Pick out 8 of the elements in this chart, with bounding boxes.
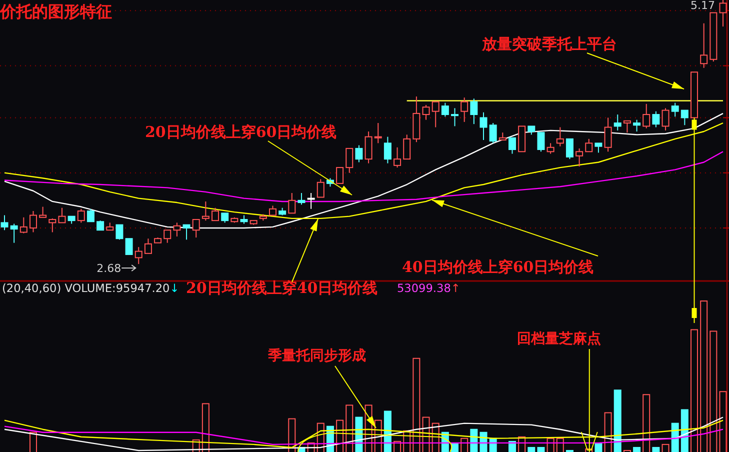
annotation: 5.17 xyxy=(690,0,715,12)
annotation: 季量托同步形成 xyxy=(268,348,366,364)
annotation: 回档量芝麻点 xyxy=(517,331,601,347)
annotation: 20日均价线上穿60日均价线 xyxy=(145,123,337,141)
annotation: 放量突破季托上平台 xyxy=(482,35,617,53)
annotation: 20日均价线上穿40日均价线 xyxy=(186,279,378,297)
annotation: 40日均价线上穿60日均价线 xyxy=(402,258,594,276)
annotation: 2.68 xyxy=(96,262,122,276)
